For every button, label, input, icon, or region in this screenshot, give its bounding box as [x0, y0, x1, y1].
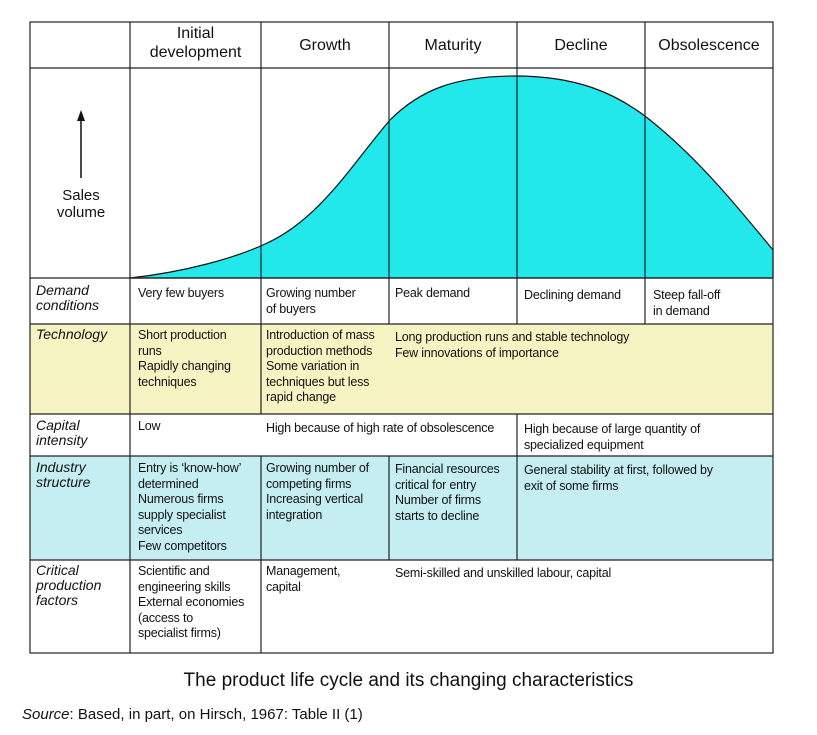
y-axis-label: Sales volume: [56, 187, 106, 221]
industry-initial: Entry is ‘know-how’ determined Numerous …: [138, 461, 242, 553]
col-header-obsolescence: Obsolescence: [658, 37, 760, 54]
source-text: : Based, in part, on Hirsch, 1967: Table…: [69, 706, 363, 723]
demand-initial: Very few buyers: [138, 286, 224, 300]
col-header-decline: Decline: [554, 37, 608, 54]
figure-source: Source: Based, in part, on Hirsch, 1967:…: [22, 706, 363, 723]
technology-row-bg: [30, 324, 773, 414]
row-label-capital-intensity: Capital intensity: [36, 417, 88, 448]
row-label-industry-structure: Industry structure: [36, 459, 91, 490]
factors-initial: Scientific and engineering skills Extern…: [138, 564, 245, 640]
table-grid: [29, 21, 774, 654]
capital-decline-obsolescence: High because of large quantity of specia…: [524, 422, 701, 452]
figure-caption: The product life cycle and its changing …: [183, 670, 634, 691]
row-label-critical-production-factors: Critical production factors: [36, 562, 102, 608]
technology-maturity-onward: Long production runs and stable technolo…: [395, 330, 630, 360]
factors-maturity-onward: Semi-skilled and unskilled labour, capit…: [395, 566, 612, 580]
demand-obsolescence: Steep fall-off in demand: [653, 288, 721, 318]
col-header-growth: Growth: [299, 37, 351, 54]
demand-decline: Declining demand: [524, 288, 621, 302]
demand-growth: Growing number of buyers: [266, 286, 356, 316]
source-label: Source: [22, 706, 70, 723]
col-header-initial-development: Initial development: [149, 25, 242, 61]
demand-maturity: Peak demand: [395, 286, 470, 300]
row-label-demand-conditions: Demand conditions: [36, 282, 100, 313]
industry-maturity: Financial resources critical for entry N…: [395, 462, 500, 523]
sales-volume-curve: [129, 75, 774, 279]
capital-growth-maturity: High because of high rate of obsolescenc…: [266, 421, 495, 435]
col-header-maturity: Maturity: [424, 37, 482, 54]
industry-structure-row-bg: [30, 456, 773, 560]
technology-growth: Introduction of mass production methods …: [266, 328, 375, 404]
industry-decline-obsolescence: General stability at first, followed by …: [524, 463, 713, 493]
arrow-head-icon: [77, 110, 85, 121]
factors-growth: Management, capital: [266, 564, 341, 594]
row-label-technology: Technology: [36, 326, 108, 342]
technology-initial: Short production runs Rapidly changing t…: [138, 328, 231, 389]
industry-growth: Growing number of competing firms Increa…: [266, 461, 369, 522]
capital-initial: Low: [138, 419, 161, 433]
